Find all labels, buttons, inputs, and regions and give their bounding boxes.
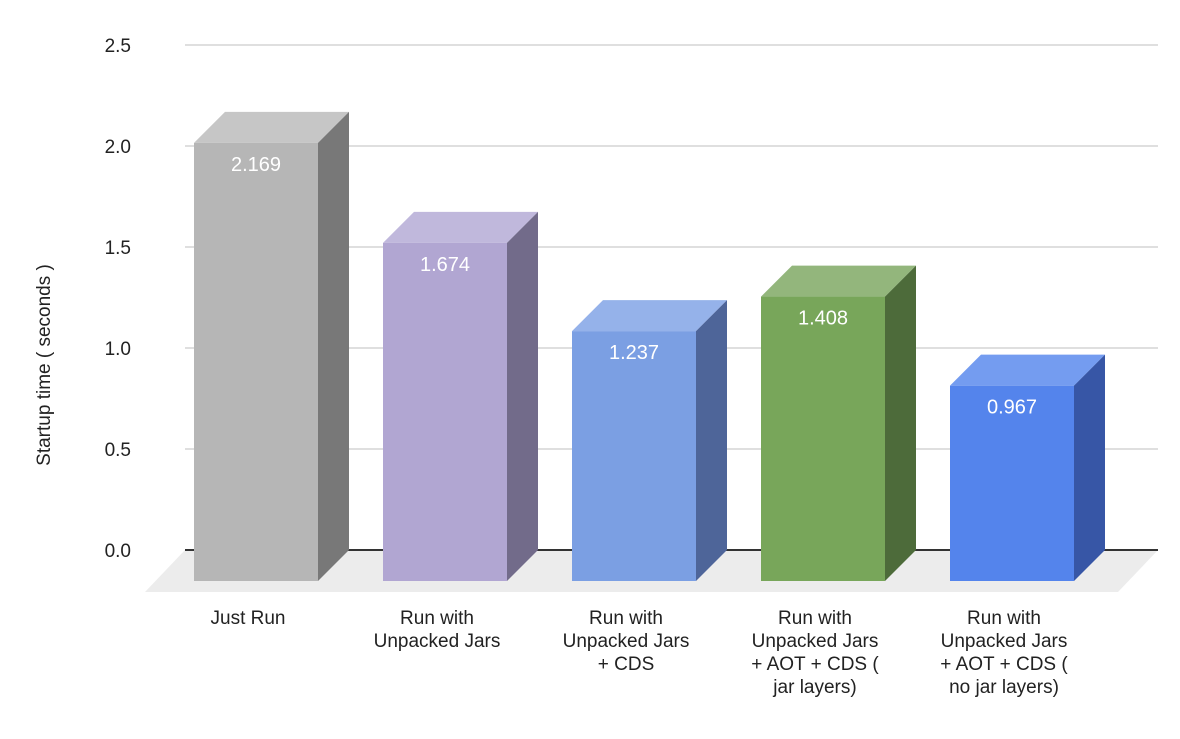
x-tick-label-line: Run with (400, 608, 474, 629)
y-tick-label: 2.5 (105, 36, 131, 57)
bar-front-face (194, 142, 318, 581)
y-tick-label: 0.5 (105, 440, 131, 461)
x-tick-label-line: + CDS (598, 654, 655, 675)
bar-front-face (950, 385, 1074, 581)
x-tick-label-line: Unpacked Jars (752, 631, 879, 652)
y-axis-label: Startup time ( seconds ) (34, 264, 55, 466)
x-tick-label: Run with Unpacked Jars + AOT + CDS (jar la… (751, 608, 879, 698)
bar: 2.169 (194, 111, 349, 581)
bar-top-face (950, 354, 1105, 386)
bar-top-face (383, 211, 538, 243)
x-tick-label-line: Unpacked Jars (374, 631, 501, 652)
bar-side-face (885, 265, 916, 581)
y-tick-label: 2.0 (105, 137, 131, 158)
x-tick-label: Run with Unpacked Jars + AOT + CDS (no jar… (940, 608, 1068, 698)
x-tick-label-line: no jar layers) (949, 677, 1059, 698)
data-label: 1.408 (798, 308, 848, 330)
data-label: 0.967 (987, 397, 1037, 419)
x-tick-label-line: + AOT + CDS ( (940, 654, 1068, 675)
bar-top-face (572, 300, 727, 332)
y-tick-label: 1.0 (105, 339, 131, 360)
bar: 0.967 (950, 354, 1105, 581)
x-tick-label-line: Unpacked Jars (563, 631, 690, 652)
data-label: 1.674 (420, 254, 470, 276)
bars: 2.169 1.674 1.237 1.408 0.967 (194, 111, 1105, 582)
x-tick-label: Run with Unpacked Jars (374, 608, 501, 652)
data-label: 1.237 (609, 342, 659, 364)
y-tick-labels: 0.0 0.5 1.0 1.5 2.0 2.5 (105, 36, 131, 562)
bar-front-face (761, 296, 885, 581)
x-tick-label-line: + AOT + CDS ( (751, 654, 879, 675)
bar-front-face (383, 242, 507, 582)
bar-top-face (194, 111, 349, 143)
bar: 1.674 (383, 211, 538, 582)
x-tick-label-line: Run with (778, 608, 852, 629)
bar-top-face (761, 265, 916, 297)
x-tick-label-line: Unpacked Jars (941, 631, 1068, 652)
bar-side-face (507, 211, 538, 582)
bar-front-face (572, 331, 696, 581)
x-tick-label-line: Run with (589, 608, 663, 629)
x-tick-label-line: jar layers) (772, 677, 856, 698)
bar-side-face (318, 111, 349, 581)
y-tick-label: 0.0 (105, 541, 131, 562)
y-tick-label: 1.5 (105, 238, 131, 259)
bar-side-face (696, 300, 727, 581)
x-tick-label: Just Run (211, 608, 286, 629)
bar: 1.408 (761, 265, 916, 581)
data-label: 2.169 (231, 154, 281, 176)
x-tick-label-line: Run with (967, 608, 1041, 629)
x-tick-label-line: Just Run (211, 608, 286, 629)
x-tick-label: Run with Unpacked Jars + CDS (563, 608, 690, 675)
bar-side-face (1074, 354, 1105, 581)
bar: 1.237 (572, 300, 727, 581)
